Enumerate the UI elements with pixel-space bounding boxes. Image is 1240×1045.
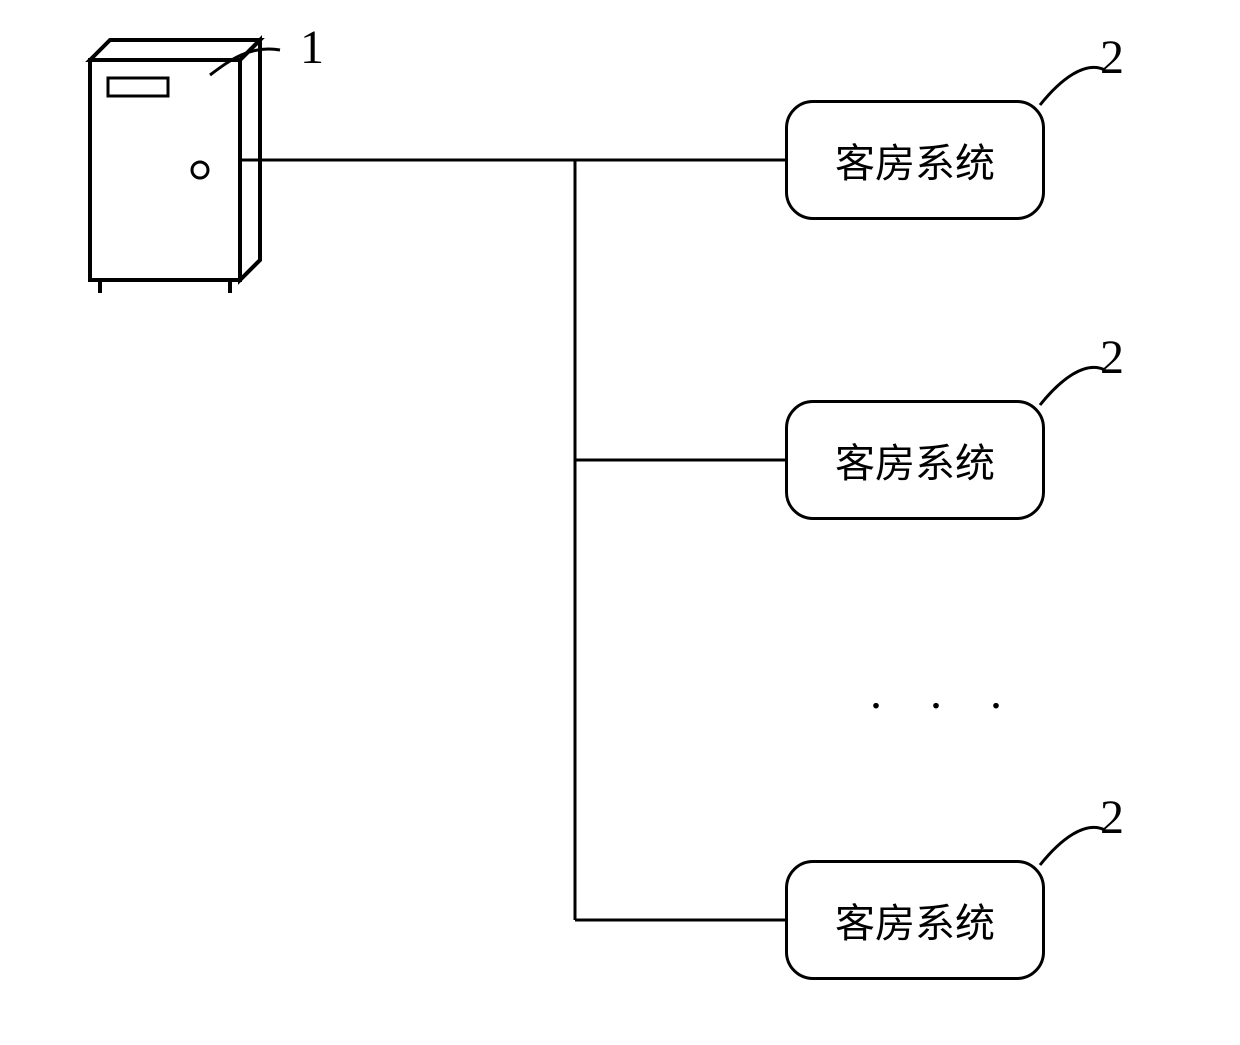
guest-room-system-node: 客房系统 bbox=[785, 860, 1045, 980]
node-label: 客房系统 bbox=[835, 431, 995, 489]
system-diagram: 1 客房系统 2 客房系统 2 客房系统 2 . . . bbox=[0, 0, 1240, 1045]
guest-room-system-node: 客房系统 bbox=[785, 400, 1045, 520]
node-label: 客房系统 bbox=[835, 131, 995, 189]
node-ref-label: 2 bbox=[1100, 790, 1124, 845]
diagram-svg bbox=[0, 0, 1240, 1045]
node-ref-label: 2 bbox=[1100, 30, 1124, 85]
guest-room-system-node: 客房系统 bbox=[785, 100, 1045, 220]
node-1-callout bbox=[1040, 67, 1105, 105]
server-callout bbox=[210, 49, 280, 75]
node-3-callout bbox=[1040, 827, 1105, 865]
server-icon bbox=[90, 40, 260, 293]
server-ref-label: 1 bbox=[300, 20, 324, 75]
ellipsis-icon: . . . bbox=[870, 665, 1020, 720]
node-2-callout bbox=[1040, 367, 1105, 405]
node-ref-label: 2 bbox=[1100, 330, 1124, 385]
node-label: 客房系统 bbox=[835, 891, 995, 949]
